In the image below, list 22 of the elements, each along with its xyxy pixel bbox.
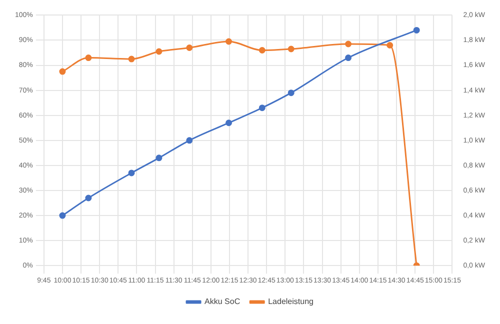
point	[258, 47, 266, 54]
point	[413, 26, 420, 34]
point	[128, 170, 135, 176]
point	[59, 212, 66, 219]
point	[288, 90, 294, 96]
point	[128, 56, 135, 62]
point	[85, 194, 92, 202]
point	[186, 137, 193, 144]
point	[156, 154, 162, 162]
point	[386, 42, 394, 48]
point	[345, 40, 352, 48]
legend-label: Ladeleistung	[268, 297, 314, 306]
point	[186, 44, 193, 51]
point	[288, 46, 294, 52]
point	[345, 54, 352, 62]
legend-label: Akku SoC	[204, 297, 240, 306]
point	[156, 48, 162, 55]
point	[226, 38, 232, 45]
point	[85, 54, 92, 62]
point	[59, 68, 66, 75]
point	[226, 120, 232, 126]
point	[258, 104, 266, 112]
